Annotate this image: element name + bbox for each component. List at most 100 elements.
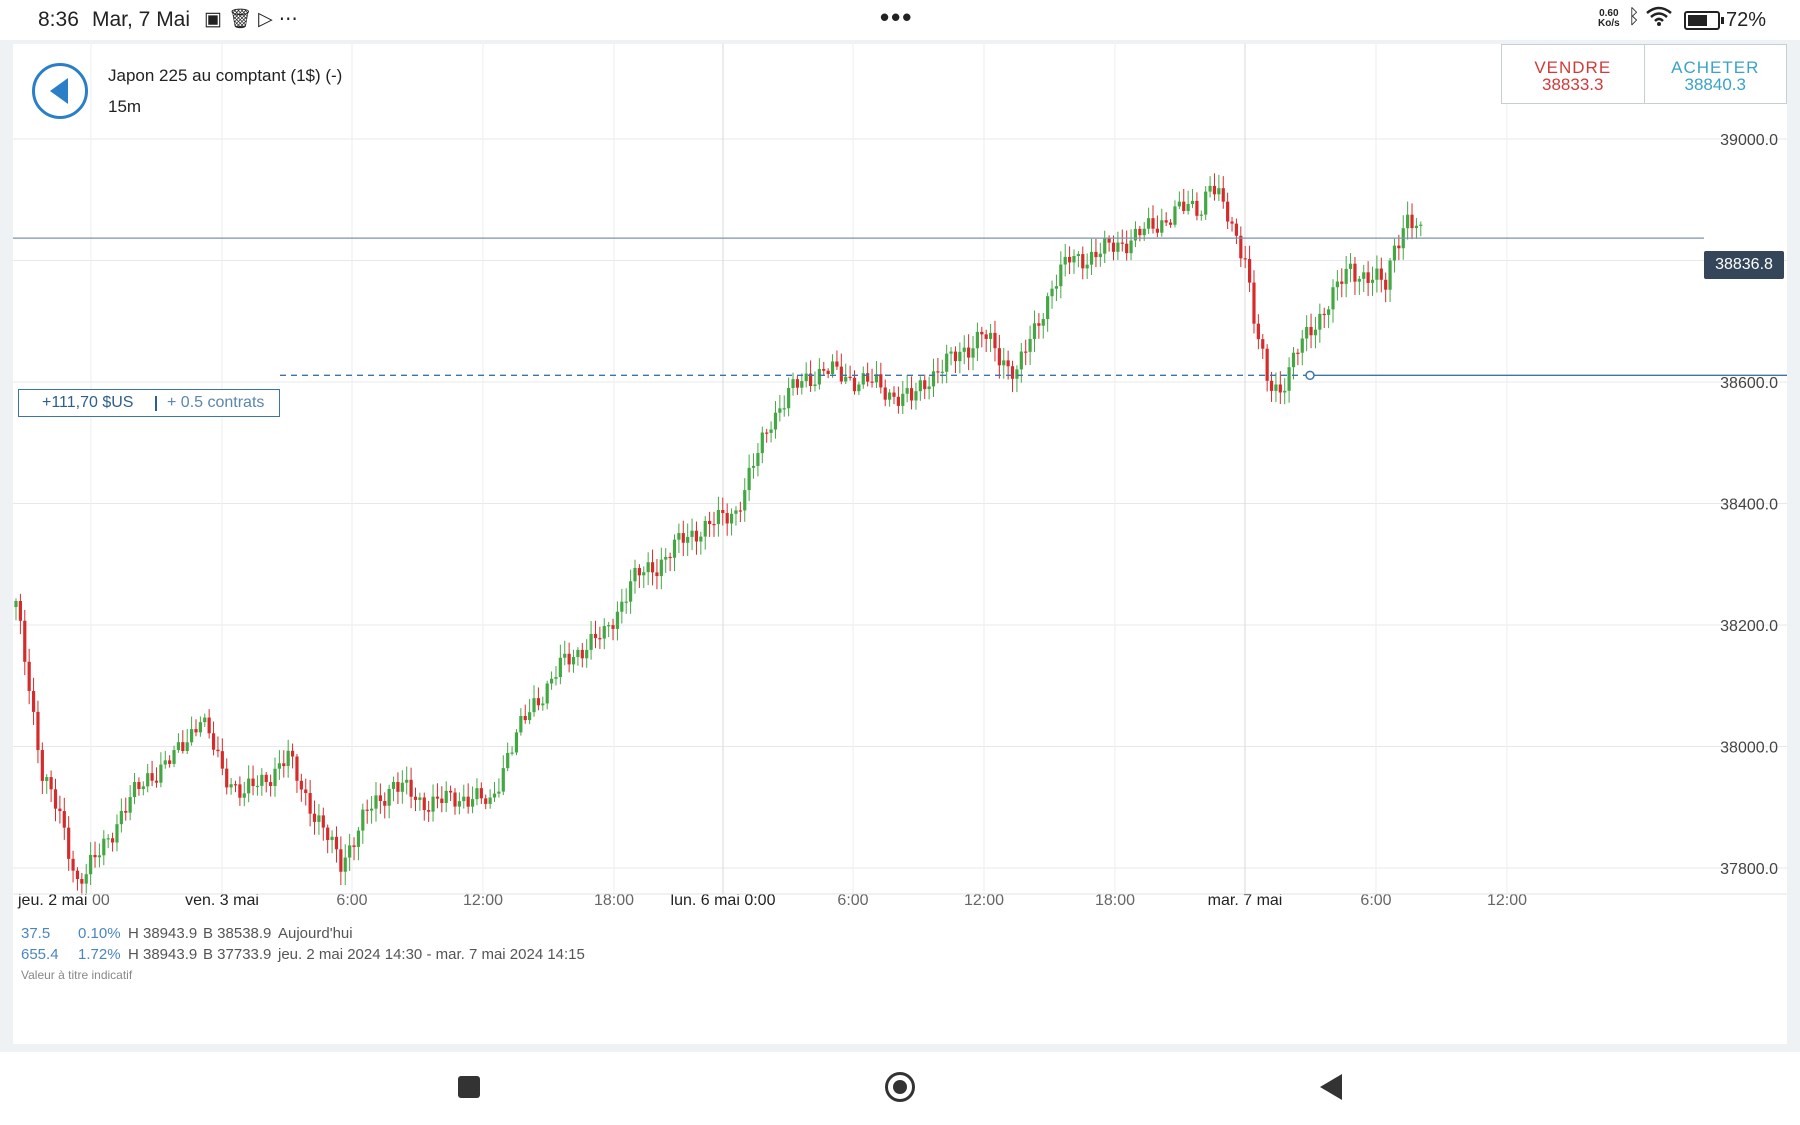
candle-body xyxy=(1300,338,1304,353)
candle-body xyxy=(497,791,501,794)
candle-body xyxy=(1103,237,1107,254)
candle-body xyxy=(637,567,641,576)
x-tick-label: 12:00 xyxy=(964,892,1004,909)
candle-body xyxy=(751,465,756,468)
candle-body xyxy=(31,690,36,712)
more-icon: ⋯ xyxy=(278,9,304,30)
net-speed: 0.60 Ko/s xyxy=(1598,9,1620,29)
candle-body xyxy=(773,412,778,430)
candle-body xyxy=(269,782,273,786)
candle-body xyxy=(1138,228,1142,236)
candle-body xyxy=(339,849,343,872)
candle-body xyxy=(277,763,281,769)
candle-body xyxy=(1164,220,1168,223)
candle-body xyxy=(729,513,734,524)
candle-body xyxy=(901,393,905,406)
stat-high-range: H 38943.9 xyxy=(128,946,198,963)
candle-body xyxy=(229,784,233,788)
candle-body xyxy=(835,361,839,367)
candle-body xyxy=(554,677,558,679)
candle-body xyxy=(962,347,966,352)
nav-back-button[interactable] xyxy=(1320,1074,1342,1100)
candle-body xyxy=(356,830,361,847)
back-button[interactable] xyxy=(32,63,88,119)
candle-body xyxy=(159,764,163,783)
candle-body xyxy=(1239,235,1243,259)
candle-body xyxy=(295,756,299,781)
candle-body xyxy=(558,657,562,678)
sell-button[interactable]: VENDRE 38833.3 xyxy=(1502,45,1645,103)
candle-body xyxy=(492,793,497,798)
candle-body xyxy=(514,732,519,753)
home-button[interactable] xyxy=(885,1072,915,1102)
candle-body xyxy=(822,368,826,371)
candle-body xyxy=(110,838,115,843)
candle-body xyxy=(672,539,677,558)
candle-body xyxy=(1186,204,1190,211)
candle-body xyxy=(510,752,514,754)
candle-body xyxy=(633,567,637,582)
candle-body xyxy=(233,784,238,786)
position-label[interactable]: +111,70 $US + 0.5 contrats xyxy=(18,389,280,417)
candle-body xyxy=(1068,256,1072,263)
x-tick-label: mar. 7 mai xyxy=(1208,892,1283,909)
buy-price: 38840.3 xyxy=(1684,75,1746,94)
candle-body xyxy=(1287,367,1291,391)
price-chart[interactable]: 39000.038800.038600.038400.038200.038000… xyxy=(13,44,1787,1044)
candle-body xyxy=(1010,366,1015,379)
candle-body xyxy=(1296,352,1300,354)
candle-body xyxy=(273,768,277,786)
candle-body xyxy=(251,778,255,787)
candle-body xyxy=(225,768,229,788)
candle-body xyxy=(888,392,892,400)
candle-body xyxy=(659,559,663,577)
candle-body xyxy=(190,729,194,743)
candle-body xyxy=(1322,313,1326,316)
candle-body xyxy=(418,797,422,800)
candle-body xyxy=(703,520,707,537)
candle-body xyxy=(264,774,268,783)
net-speed-value: 0.60 xyxy=(1599,8,1619,19)
recents-button[interactable] xyxy=(458,1076,480,1098)
buy-button[interactable]: ACHETER 38840.3 xyxy=(1645,45,1787,103)
candle-body xyxy=(1081,254,1085,269)
instrument-name[interactable]: Japon 225 au comptant (1$) (-) xyxy=(108,66,343,85)
candle-body xyxy=(475,788,479,800)
candle-body xyxy=(352,845,356,847)
candle-body xyxy=(106,838,110,840)
chart-panel[interactable]: 39000.038800.038600.038400.038200.038000… xyxy=(13,44,1787,1044)
candle-body xyxy=(936,371,940,373)
candle-body xyxy=(1261,339,1265,349)
candle-body xyxy=(629,581,633,602)
candle-body xyxy=(137,782,141,790)
candle-body xyxy=(650,562,655,573)
candle-body xyxy=(391,782,396,789)
candle-body xyxy=(1353,263,1357,282)
candle-body xyxy=(1384,279,1388,290)
stat-pct-range: 1.72% xyxy=(78,946,121,963)
candle-body xyxy=(975,331,980,349)
center-dots-icon[interactable]: ••• xyxy=(880,2,914,32)
candle-body xyxy=(1265,348,1269,381)
candle-body xyxy=(290,750,295,757)
candle-body xyxy=(330,836,334,841)
candle-body xyxy=(1305,326,1309,339)
candle-body xyxy=(760,432,764,454)
candle-body xyxy=(128,797,132,813)
candle-body xyxy=(80,878,84,884)
candle-body xyxy=(14,600,18,608)
candle-body xyxy=(1269,380,1274,391)
candle-body xyxy=(185,742,189,752)
candle-body xyxy=(1366,272,1370,283)
candle-body xyxy=(607,625,611,627)
candle-body xyxy=(444,790,448,803)
candle-body xyxy=(1006,360,1010,367)
candle-body xyxy=(1160,220,1164,233)
candle-body xyxy=(1076,254,1080,256)
candle-body xyxy=(870,381,874,383)
timeframe-label[interactable]: 15m xyxy=(108,97,142,116)
candle-body xyxy=(1344,268,1348,284)
candle-body xyxy=(988,332,993,339)
candle-body xyxy=(655,572,659,577)
candle-body xyxy=(712,524,716,526)
